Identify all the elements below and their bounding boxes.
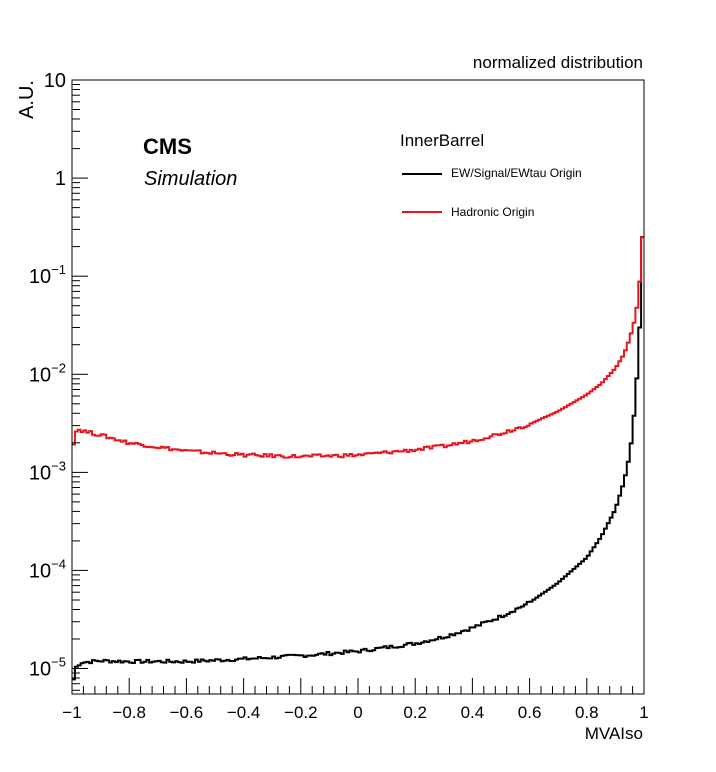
- legend: InnerBarrel EW/Signal/EWtau Origin Hadro…: [400, 131, 582, 219]
- series-line-0: [72, 236, 644, 681]
- y-tick-label: 10: [44, 70, 66, 92]
- simulation-label: Simulation: [144, 168, 237, 190]
- x-tick-label: 0: [353, 703, 362, 722]
- legend-entry-ew: EW/Signal/EWtau Origin: [451, 166, 582, 180]
- chart-title: normalized distribution: [473, 53, 643, 72]
- legend-entry-hadronic: Hadronic Origin: [451, 205, 534, 219]
- x-tick-label: 0.6: [518, 703, 542, 722]
- x-tick-label: 0.8: [575, 703, 599, 722]
- y-axis: 10−5 10−4 10−3 10−2 10−1 1 10: [29, 70, 88, 691]
- y-tick-label: 10−1: [29, 262, 66, 288]
- y-axis-label: A.U.: [16, 80, 38, 119]
- x-axis: −1 −0.8 −0.6 −0.4 −0.2 0 0.2 0.4 0.6 0.8 1: [62, 678, 649, 722]
- y-tick-label: 10−4: [29, 556, 66, 582]
- x-tick-label: 0.2: [403, 703, 427, 722]
- y-tick-label: 10−3: [29, 458, 66, 484]
- x-axis-label: MVAIso: [585, 724, 643, 743]
- histogram-lines: [72, 236, 644, 681]
- y-tick-label: 10−5: [29, 655, 66, 681]
- cms-label: CMS: [143, 134, 192, 159]
- x-tick-label: −0.2: [284, 703, 318, 722]
- series-line-1: [72, 236, 644, 459]
- x-tick-label: 0.4: [461, 703, 485, 722]
- y-tick-label: 10−2: [29, 360, 66, 386]
- legend-header: InnerBarrel: [400, 131, 484, 150]
- x-tick-label: −1: [62, 703, 81, 722]
- x-tick-label: −0.6: [170, 703, 204, 722]
- y-tick-label: 1: [55, 168, 66, 190]
- x-tick-label: −0.8: [112, 703, 146, 722]
- x-tick-label: −0.4: [227, 703, 261, 722]
- x-tick-label: 1: [639, 703, 648, 722]
